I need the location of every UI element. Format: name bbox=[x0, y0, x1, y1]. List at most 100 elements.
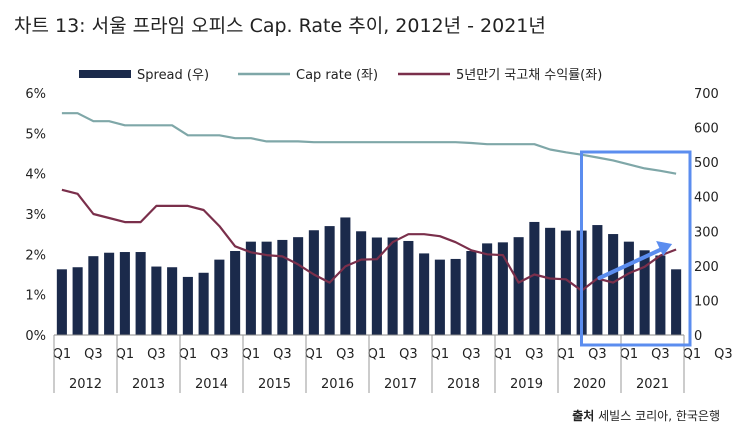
quarter-tick-label: Q1 bbox=[242, 347, 261, 362]
quarter-tick-label: Q3 bbox=[588, 347, 607, 362]
spread-bar bbox=[623, 241, 634, 335]
spread-bar bbox=[261, 241, 272, 335]
year-tick-label: 2020 bbox=[573, 377, 606, 392]
spread-bar bbox=[513, 237, 524, 335]
left-axis-tick-label: 1% bbox=[25, 289, 46, 304]
quarter-tick-label: Q1 bbox=[557, 347, 576, 362]
year-tick-label: 2017 bbox=[384, 377, 417, 392]
year-tick-label: 2014 bbox=[195, 377, 228, 392]
trend-arrow-shaft bbox=[597, 246, 667, 280]
quarter-tick-label: Q3 bbox=[336, 347, 355, 362]
year-tick-label: 2018 bbox=[447, 377, 480, 392]
spread-bar bbox=[529, 221, 540, 335]
right-axis-tick-label: 0 bbox=[694, 329, 702, 344]
quarter-tick-label: Q3 bbox=[147, 347, 166, 362]
cap-rate-line bbox=[61, 112, 677, 175]
spread-bar bbox=[88, 256, 99, 335]
spread-bar bbox=[198, 272, 209, 335]
highlight-box bbox=[580, 150, 692, 347]
quarter-tick-label: Q3 bbox=[462, 347, 481, 362]
right-axis-tick-label: 300 bbox=[694, 225, 719, 240]
spread-bar bbox=[324, 226, 335, 335]
spread-bar bbox=[497, 242, 508, 335]
spread-bar bbox=[592, 225, 603, 335]
spread-bar bbox=[214, 259, 225, 335]
legend-label-cap-rate: Cap rate (좌) bbox=[296, 68, 378, 83]
legend-label-bond-yield: 5년만기 국고채 수익률(좌) bbox=[456, 68, 602, 83]
trend-arrow-head bbox=[656, 241, 673, 256]
year-tick-label: 2016 bbox=[321, 377, 354, 392]
quarter-tick-label: Q1 bbox=[368, 347, 387, 362]
left-axis-tick-label: 2% bbox=[25, 248, 46, 263]
spread-bar bbox=[308, 230, 319, 335]
quarter-tick-label: Q1 bbox=[53, 347, 72, 362]
spread-bar bbox=[466, 250, 477, 335]
year-tick-label: 2012 bbox=[69, 377, 102, 392]
spread-bar bbox=[655, 255, 666, 335]
year-tick-label: 2015 bbox=[258, 377, 291, 392]
spread-bar bbox=[608, 234, 619, 335]
source-note: 출처 세빌스 코리아, 한국은행 bbox=[572, 408, 720, 423]
spread-bar bbox=[245, 241, 256, 335]
quarter-tick-label: Q1 bbox=[431, 347, 450, 362]
spread-bar bbox=[356, 231, 367, 335]
legend-swatch-spread bbox=[79, 70, 131, 78]
year-tick-label: 2013 bbox=[132, 377, 165, 392]
right-axis-tick-label: 100 bbox=[694, 294, 719, 309]
spread-bar bbox=[340, 217, 351, 335]
left-axis-tick-label: 0% bbox=[25, 329, 46, 344]
source-label: 출처 bbox=[572, 408, 594, 423]
spread-bar bbox=[182, 276, 193, 335]
quarter-tick-label: Q3 bbox=[84, 347, 103, 362]
spread-bar bbox=[277, 239, 288, 335]
source-text: 세빌스 코리아, 한국은행 bbox=[594, 408, 720, 423]
spread-bar bbox=[56, 269, 67, 335]
spread-bar bbox=[387, 237, 398, 335]
legend-label-spread: Spread (우) bbox=[137, 68, 209, 83]
left-axis-tick-label: 6% bbox=[25, 87, 46, 102]
spread-bar bbox=[119, 252, 130, 335]
spread-bar bbox=[230, 250, 241, 335]
right-axis-tick-label: 200 bbox=[694, 260, 719, 275]
spread-bar bbox=[104, 252, 115, 335]
quarter-tick-label: Q1 bbox=[305, 347, 324, 362]
quarter-tick-label: Q1 bbox=[620, 347, 639, 362]
spread-bar bbox=[371, 237, 382, 335]
year-tick-label: 2019 bbox=[510, 377, 543, 392]
right-axis-tick-label: 500 bbox=[694, 156, 719, 171]
year-tick-label: 2021 bbox=[636, 377, 669, 392]
spread-bar bbox=[482, 243, 493, 335]
quarter-tick-label: Q1 bbox=[494, 347, 513, 362]
quarter-tick-label: Q3 bbox=[273, 347, 292, 362]
quarter-tick-label: Q3 bbox=[714, 347, 733, 362]
quarter-tick-label: Q3 bbox=[525, 347, 544, 362]
spread-bar bbox=[72, 267, 83, 335]
left-axis-tick-label: 5% bbox=[25, 127, 46, 142]
spread-bar bbox=[671, 269, 682, 335]
spread-bar bbox=[545, 227, 556, 335]
quarter-tick-label: Q3 bbox=[399, 347, 418, 362]
spread-bar bbox=[293, 237, 304, 335]
right-axis-tick-label: 400 bbox=[694, 191, 719, 206]
quarter-tick-label: Q1 bbox=[116, 347, 135, 362]
spread-bar bbox=[419, 253, 430, 335]
chart-title: 차트 13: 서울 프라임 오피스 Cap. Rate 추이, 2012년 - … bbox=[14, 15, 546, 37]
spread-bar bbox=[434, 259, 445, 335]
legend: Spread (우) Cap rate (좌) 5년만기 국고채 수익률(좌) bbox=[79, 68, 602, 83]
spread-bar bbox=[560, 230, 571, 335]
right-axis-tick-label: 600 bbox=[694, 122, 719, 137]
bond-yield-line bbox=[61, 188, 677, 292]
left-axis-tick-label: 4% bbox=[25, 168, 46, 183]
left-axis-tick-label: 3% bbox=[25, 208, 46, 223]
plot-area: 0% 1% 2% 3% 4% 5% 6% 0 100 200 300 400 500 600 700 Q1 Q3… bbox=[25, 87, 733, 393]
spread-bar bbox=[167, 267, 178, 335]
spread-bar bbox=[151, 266, 162, 335]
quarter-tick-label: Q1 bbox=[683, 347, 702, 362]
quarter-tick-label: Q3 bbox=[210, 347, 229, 362]
right-axis-tick-label: 700 bbox=[694, 87, 719, 102]
quarter-tick-label: Q3 bbox=[651, 347, 670, 362]
spread-bar bbox=[450, 258, 461, 335]
spread-bar bbox=[135, 252, 146, 335]
spread-bar bbox=[639, 250, 650, 335]
